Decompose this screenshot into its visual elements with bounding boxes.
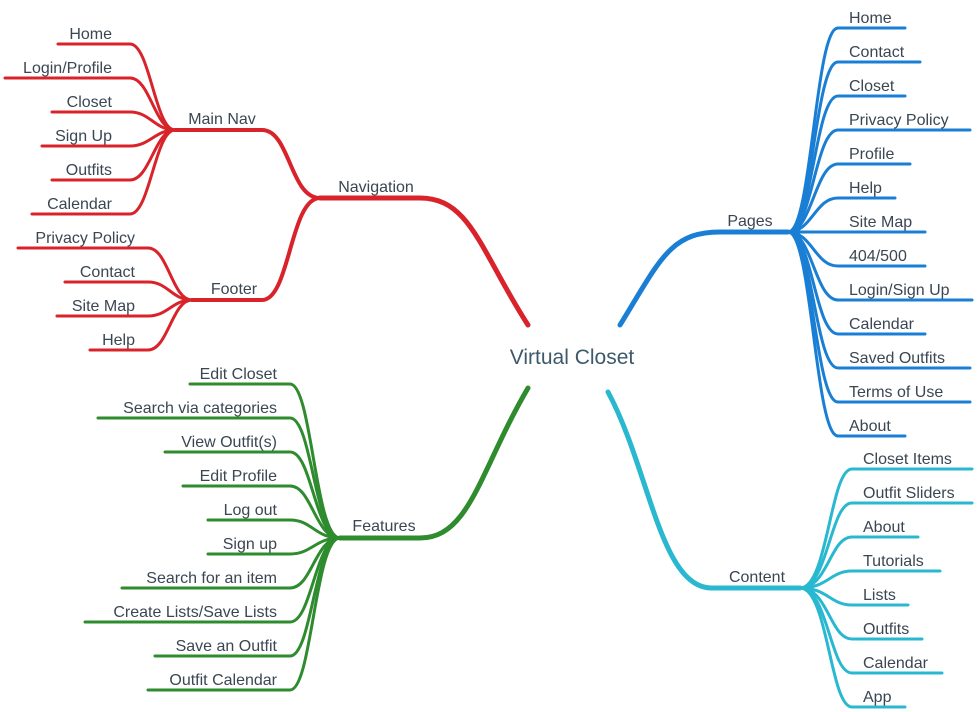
content-leaf-outfit-sliders: Outfit Sliders bbox=[863, 485, 955, 502]
pages-leaf-calendar: Calendar bbox=[849, 316, 915, 333]
main-nav-edge bbox=[173, 128, 322, 200]
content-branch-label: Content bbox=[729, 569, 786, 586]
pages-leaf-contact: Contact bbox=[849, 44, 905, 61]
main-nav-leaf-outfits: Outfits bbox=[66, 162, 112, 179]
features-edge-view-outfit-s bbox=[163, 450, 342, 540]
features-branch-label: Features bbox=[352, 518, 415, 535]
footer-leaf-contact: Contact bbox=[80, 264, 136, 281]
content-edge-outfit-sliders bbox=[798, 501, 974, 590]
features-leaf-save-an-outfit: Save an Outfit bbox=[176, 638, 278, 655]
main-nav-leaf-login-profile: Login/Profile bbox=[23, 60, 112, 77]
content-leaf-closet-items: Closet Items bbox=[863, 451, 952, 468]
features-leaf-sign-up: Sign up bbox=[223, 536, 277, 553]
navigation-main-edge bbox=[317, 195, 531, 328]
pages-leaf-terms-of-use: Terms of Use bbox=[849, 384, 943, 401]
features-edge-outfit-calendar bbox=[146, 536, 342, 692]
content-leaf-lists: Lists bbox=[863, 587, 896, 604]
pages-edge-profile bbox=[786, 162, 912, 234]
pages-leaf-help: Help bbox=[849, 180, 882, 197]
footer-edge-help bbox=[88, 298, 194, 352]
footer-leaf-privacy-policy: Privacy Policy bbox=[35, 230, 135, 247]
main-nav-leaf-calendar: Calendar bbox=[47, 196, 113, 213]
main-nav-edge-calendar bbox=[30, 128, 177, 216]
features-leaf-edit-closet: Edit Closet bbox=[200, 366, 278, 383]
root-node-label: Virtual Closet bbox=[510, 346, 635, 369]
features-leaf-edit-profile: Edit Profile bbox=[200, 468, 277, 485]
main-nav-leaf-closet: Closet bbox=[67, 94, 113, 111]
pages-leaf-404-500: 404/500 bbox=[849, 248, 907, 265]
mind-map-edges bbox=[3, 26, 974, 709]
footer-leaf-site-map: Site Map bbox=[72, 298, 135, 315]
pages-leaf-home: Home bbox=[849, 10, 892, 27]
pages-edge-about bbox=[786, 230, 907, 438]
features-leaf-log-out: Log out bbox=[224, 502, 278, 519]
content-edge-about bbox=[798, 535, 920, 590]
main-nav-branch-label: Main Nav bbox=[188, 111, 256, 128]
pages-leaf-site-map: Site Map bbox=[849, 214, 912, 231]
pages-leaf-login-sign-up: Login/Sign Up bbox=[849, 282, 950, 299]
footer-edge bbox=[190, 196, 322, 302]
pages-leaf-profile: Profile bbox=[849, 146, 894, 163]
mind-map-labels: Virtual Closet Navigation Main Nav Foote… bbox=[23, 10, 955, 706]
features-leaf-outfit-calendar: Outfit Calendar bbox=[169, 672, 277, 689]
content-main-edge bbox=[605, 389, 803, 591]
features-leaf-search-for-an-item: Search for an item bbox=[146, 570, 277, 587]
content-leaf-tutorials: Tutorials bbox=[863, 553, 924, 570]
footer-branch-label: Footer bbox=[211, 281, 258, 298]
content-leaf-calendar: Calendar bbox=[863, 655, 929, 672]
main-nav-leaf-home: Home bbox=[69, 26, 112, 43]
navigation-branch-label: Navigation bbox=[338, 179, 414, 196]
main-nav-leaf-sign-up: Sign Up bbox=[55, 128, 112, 145]
pages-leaf-about: About bbox=[849, 418, 891, 435]
main-nav-edge-home bbox=[56, 42, 177, 132]
features-leaf-search-via-categories: Search via categories bbox=[123, 400, 277, 417]
features-leaf-create-lists-save-lists: Create Lists/Save Lists bbox=[113, 604, 277, 621]
pages-branch-label: Pages bbox=[727, 213, 772, 230]
features-main-edge bbox=[337, 385, 531, 541]
content-leaf-app: App bbox=[863, 689, 892, 706]
pages-leaf-privacy-policy: Privacy Policy bbox=[849, 112, 949, 129]
footer-leaf-help: Help bbox=[102, 332, 135, 349]
content-edge-app bbox=[798, 586, 907, 709]
content-leaf-about: About bbox=[863, 519, 905, 536]
pages-leaf-closet: Closet bbox=[849, 78, 895, 95]
content-leaf-outfits: Outfits bbox=[863, 621, 909, 638]
pages-main-edge bbox=[617, 229, 791, 328]
features-leaf-view-outfit-s: View Outfit(s) bbox=[181, 434, 277, 451]
pages-leaf-saved-outfits: Saved Outfits bbox=[849, 350, 945, 367]
